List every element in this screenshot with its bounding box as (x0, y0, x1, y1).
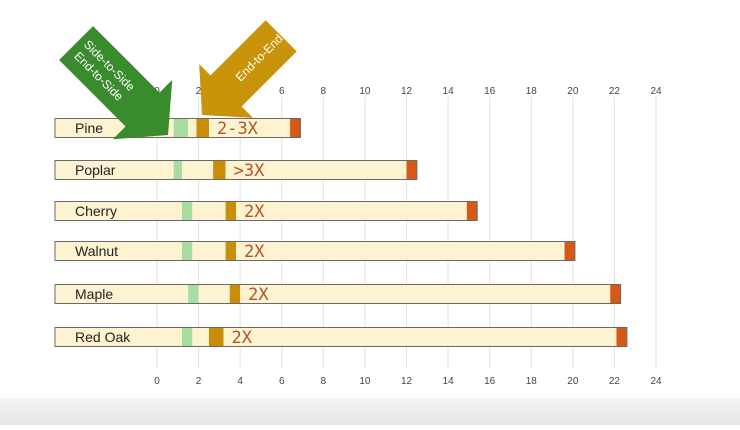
tick-label-bottom-14: 14 (443, 376, 455, 387)
bar-segment-1-4 (225, 160, 407, 180)
bar-segment-0-5 (290, 118, 301, 138)
annotation-2: 2X (244, 202, 265, 222)
arrow-shape-1 (199, 20, 297, 118)
bar-label-box-2 (55, 201, 157, 221)
tick-label-bottom-22: 22 (609, 376, 621, 387)
tick-label-top-22: 22 (609, 86, 621, 97)
bar-segment-0-2 (188, 118, 197, 138)
bar-segment-5-3 (208, 327, 224, 347)
tick-label-bottom-20: 20 (567, 376, 579, 387)
bar-segment-2-0 (157, 201, 182, 221)
bar-segment-1-2 (181, 160, 214, 180)
bar-segment-0-4 (208, 118, 291, 138)
tick-label-bottom-10: 10 (359, 376, 371, 387)
tick-label-top-12: 12 (401, 86, 413, 97)
bar-segment-0-1 (173, 118, 189, 138)
bar-segment-0-3 (196, 118, 209, 138)
bar-label-box-5 (55, 327, 157, 347)
bar-outline-3 (54, 241, 576, 261)
tick-label-bottom-18: 18 (526, 376, 538, 387)
tick-label-bottom-2: 2 (196, 376, 202, 387)
bar-segment-1-3 (213, 160, 226, 180)
bar-segment-2-2 (192, 201, 226, 221)
bar-segment-1-0 (157, 160, 174, 180)
bar-segment-3-0 (157, 241, 182, 261)
tick-label-top-18: 18 (526, 86, 538, 97)
bar-segment-4-2 (198, 284, 230, 304)
footer-band (0, 398, 740, 425)
bar-segment-5-4 (223, 327, 617, 347)
bar-outline-2 (54, 201, 478, 221)
tick-label-bottom-24: 24 (650, 376, 662, 387)
bar-segment-3-3 (225, 241, 237, 261)
bar-segment-1-5 (406, 160, 417, 180)
tick-label-bottom-12: 12 (401, 376, 413, 387)
bar-label-box-3 (55, 241, 157, 261)
bar-outline-4 (54, 284, 622, 304)
bar-segment-3-5 (564, 241, 575, 261)
bar-segment-4-1 (188, 284, 199, 304)
tick-label-top-10: 10 (359, 86, 371, 97)
annotation-5: 2X (232, 328, 253, 348)
bar-segment-2-4 (236, 201, 467, 221)
bar-segment-2-1 (181, 201, 193, 221)
bar-segment-5-1 (181, 327, 193, 347)
annotation-4: 2X (248, 285, 269, 305)
bar-segment-3-2 (192, 241, 226, 261)
bar-segment-4-4 (240, 284, 611, 304)
bar-segment-5-0 (157, 327, 182, 347)
bar-segment-5-2 (192, 327, 209, 347)
bar-outline-5 (54, 327, 628, 347)
bar-segment-1-1 (173, 160, 182, 180)
bar-segment-5-5 (616, 327, 627, 347)
bar-segment-2-5 (466, 201, 478, 221)
category-label-0: Pine (75, 120, 103, 136)
bar-segment-3-1 (181, 241, 193, 261)
bar-outline-0 (54, 118, 301, 138)
annotation-3: 2X (244, 242, 265, 262)
tick-label-top-14: 14 (443, 86, 455, 97)
tick-label-top-24: 24 (650, 86, 662, 97)
bar-label-box-1 (55, 160, 157, 180)
bar-outline-1 (54, 160, 418, 180)
tick-label-top-2: 2 (196, 86, 202, 97)
bar-segment-3-4 (236, 241, 565, 261)
bar-segment-4-0 (157, 284, 189, 304)
category-label-2: Cherry (75, 203, 117, 219)
category-label-1: Poplar (75, 162, 116, 178)
bar-segment-2-3 (225, 201, 237, 221)
category-label-4: Maple (75, 286, 113, 302)
tick-label-bottom-16: 16 (484, 376, 496, 387)
tick-label-top-20: 20 (567, 86, 579, 97)
bar-label-box-4 (55, 284, 157, 304)
annotation-0: 2-3X (217, 119, 259, 139)
arrow-shape-0 (59, 26, 173, 140)
tick-label-bottom-4: 4 (237, 376, 243, 387)
annotation-1: >3X (234, 161, 265, 181)
bar-segment-4-3 (229, 284, 241, 304)
tick-label-bottom-0: 0 (154, 376, 160, 387)
tick-label-bottom-8: 8 (321, 376, 327, 387)
category-label-3: Walnut (75, 243, 118, 259)
bar-segment-4-5 (610, 284, 621, 304)
tick-label-bottom-6: 6 (279, 376, 285, 387)
tick-label-top-6: 6 (279, 86, 285, 97)
tick-label-top-16: 16 (484, 86, 496, 97)
tick-label-top-8: 8 (321, 86, 327, 97)
category-label-5: Red Oak (75, 329, 131, 345)
